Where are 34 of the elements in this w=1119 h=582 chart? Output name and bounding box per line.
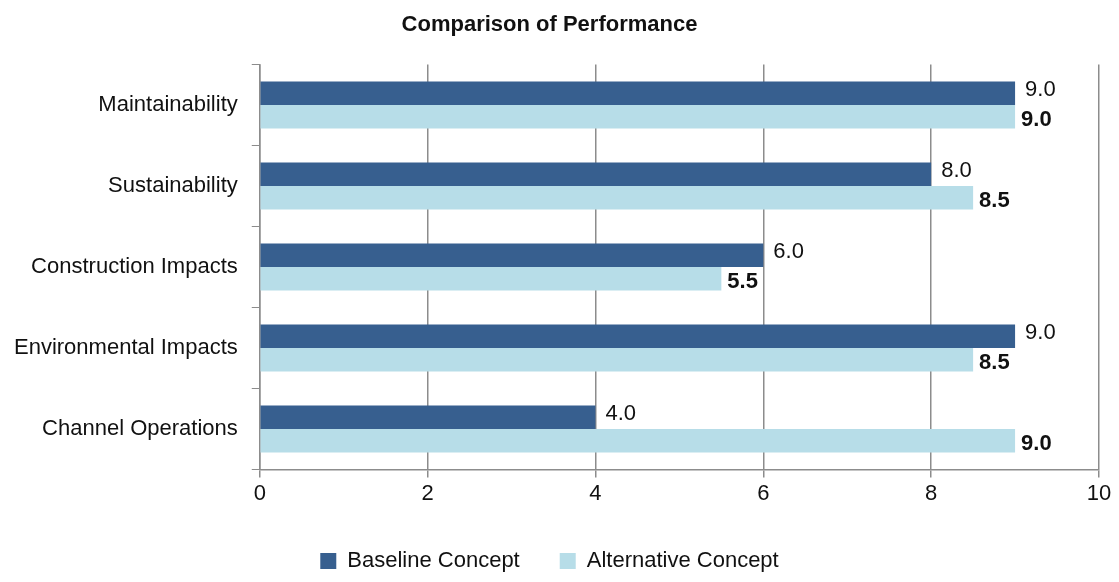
x-tick-label: 10: [1086, 479, 1112, 505]
legend-label: Baseline Concept: [347, 547, 520, 573]
data-label: 9.0: [1021, 105, 1052, 131]
y-tick-label: Channel Operations: [42, 415, 238, 441]
bar: [260, 104, 1016, 129]
data-label: 9.0: [1021, 429, 1052, 455]
y-tick-label: Sustainability: [108, 172, 238, 198]
bar: [260, 162, 932, 186]
chart-title: Comparison of Performance: [401, 11, 698, 37]
legend-label: Alternative Concept: [586, 547, 779, 573]
data-label: 4.0: [605, 400, 637, 426]
bar: [260, 243, 764, 267]
bar: [260, 324, 1016, 349]
x-tick-label: 6: [757, 479, 770, 505]
data-label: 5.5: [727, 267, 758, 293]
y-tick-label: Environmental Impacts: [13, 334, 238, 360]
x-tick-label: 0: [253, 479, 266, 505]
x-tick-label: 4: [589, 479, 602, 505]
bar: [260, 185, 974, 210]
bar: [260, 405, 596, 430]
bar: [260, 267, 722, 291]
bar: [260, 429, 1016, 453]
x-tick-label: 2: [421, 479, 434, 505]
data-label: 9.0: [1025, 76, 1056, 102]
x-tick-label: 8: [925, 479, 938, 505]
data-label: 8.5: [979, 348, 1010, 374]
y-tick-label: Construction Impacts: [31, 253, 238, 279]
data-label: 9.0: [1025, 319, 1056, 345]
y-tick-label: Maintainability: [98, 90, 238, 116]
data-label: 8.0: [941, 157, 972, 183]
data-label: 6.0: [773, 238, 804, 264]
data-label: 8.5: [979, 186, 1010, 212]
bar: [260, 348, 974, 372]
bar: [260, 81, 1016, 105]
